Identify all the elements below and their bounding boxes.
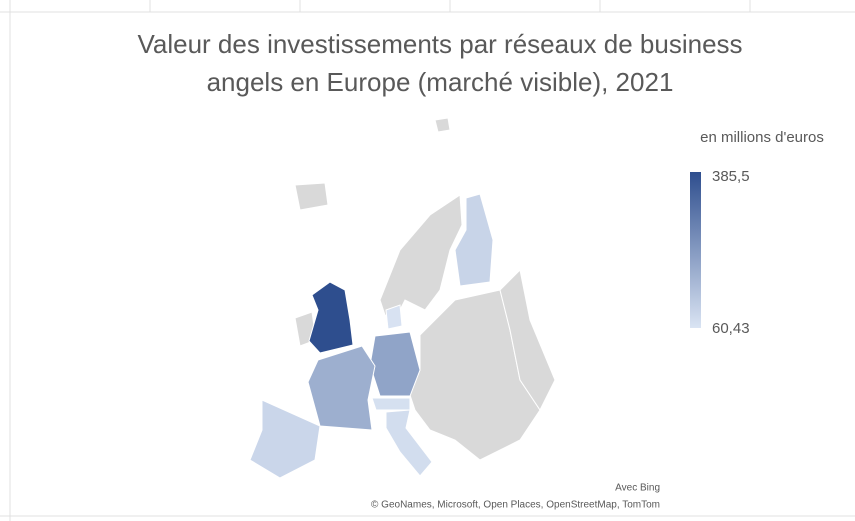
regions bbox=[249, 193, 494, 479]
region bbox=[249, 399, 321, 479]
region bbox=[371, 397, 411, 411]
legend-max: 385,5 bbox=[712, 168, 750, 185]
legend-scale bbox=[690, 172, 701, 328]
attribution: Avec Bing bbox=[615, 483, 660, 494]
region bbox=[385, 409, 433, 477]
region bbox=[454, 193, 494, 287]
region bbox=[307, 345, 376, 431]
attribution: © GeoNames, Microsoft, Open Places, Open… bbox=[371, 500, 660, 511]
region bbox=[369, 331, 421, 397]
legend-title: en millions d'euros bbox=[700, 129, 824, 146]
background-land bbox=[294, 117, 556, 461]
region bbox=[308, 281, 354, 354]
legend-min: 60,43 bbox=[712, 320, 750, 337]
chart-title: Valeur des investissements par réseaux d… bbox=[137, 29, 742, 97]
region bbox=[385, 304, 403, 330]
